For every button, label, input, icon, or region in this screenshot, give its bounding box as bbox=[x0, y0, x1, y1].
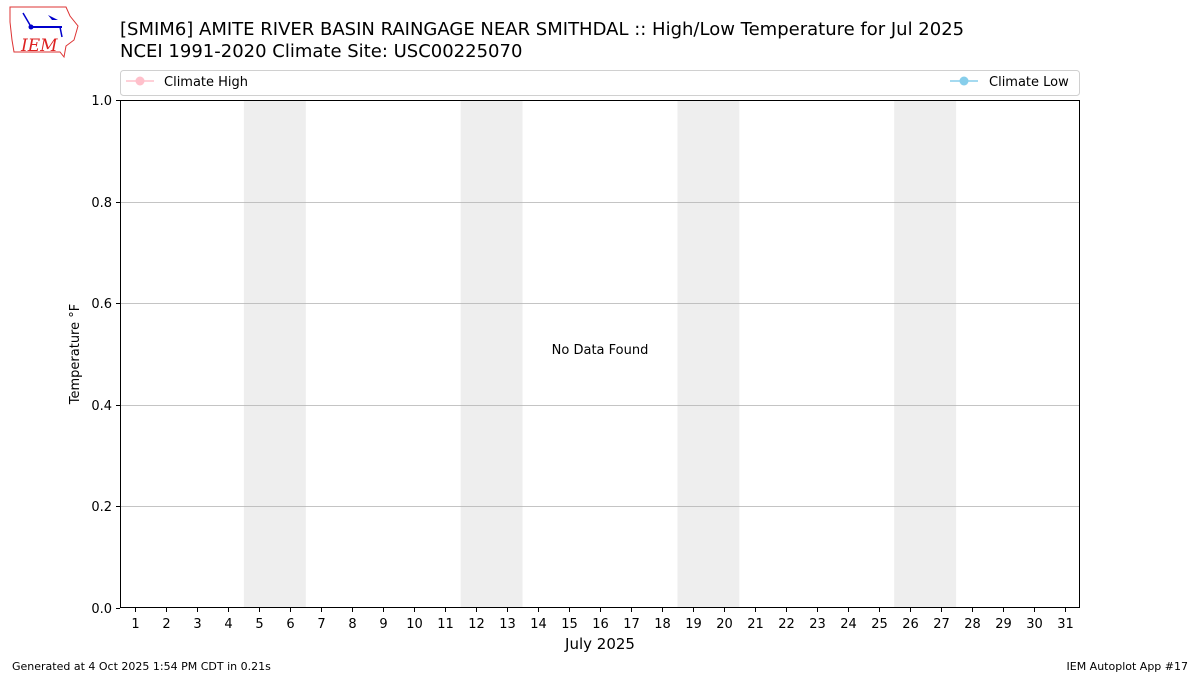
no-data-annotation: No Data Found bbox=[552, 343, 649, 358]
x-axis-label: July 2025 bbox=[564, 635, 635, 653]
x-tick-label: 21 bbox=[747, 617, 764, 632]
x-tick-label: 20 bbox=[716, 617, 733, 632]
x-tick-label: 7 bbox=[317, 617, 325, 632]
legend-item-climate-low: Climate Low bbox=[950, 75, 1069, 90]
chart-title-line1: [SMIM6] AMITE RIVER BASIN RAINGAGE NEAR … bbox=[120, 19, 964, 40]
x-tick-label: 27 bbox=[933, 617, 950, 632]
iem-logo: IEM bbox=[9, 6, 79, 59]
y-tick-label: 0.6 bbox=[91, 297, 112, 312]
x-axis: 1 2 3 4 5 6 7 8 9 10 11 12 13 14 15 16 17 18 19 20 21 22 23 24 2… bbox=[131, 608, 1074, 632]
x-tick-label: 2 bbox=[162, 617, 170, 632]
y-tick-label: 1.0 bbox=[91, 94, 112, 109]
plot-frame bbox=[120, 100, 1080, 608]
legend-label-high: Climate High bbox=[164, 75, 248, 90]
y-tick-label: 0.8 bbox=[91, 196, 112, 211]
x-tick-label: 31 bbox=[1057, 617, 1074, 632]
x-tick-label: 15 bbox=[561, 617, 578, 632]
y-axis: 0.0 0.2 0.4 0.6 0.8 1.0 bbox=[91, 94, 120, 617]
x-tick-label: 28 bbox=[964, 617, 981, 632]
legend: Climate High Climate Low bbox=[120, 70, 1080, 96]
x-tick-label: 14 bbox=[530, 617, 547, 632]
x-tick-label: 16 bbox=[592, 617, 609, 632]
x-tick-label: 12 bbox=[468, 617, 485, 632]
legend-item-climate-high: Climate High bbox=[126, 75, 248, 90]
y-tick-label: 0.4 bbox=[91, 399, 112, 414]
x-tick-label: 22 bbox=[778, 617, 795, 632]
gridlines bbox=[120, 202, 1080, 507]
chart-title-line2: NCEI 1991-2020 Climate Site: USC00225070 bbox=[120, 41, 522, 62]
weekend-band bbox=[677, 100, 740, 608]
x-tick-label: 25 bbox=[871, 617, 888, 632]
x-tick-label: 6 bbox=[286, 617, 294, 632]
legend-label-low: Climate Low bbox=[989, 75, 1069, 90]
y-axis-label: Temperature °F bbox=[68, 304, 83, 405]
x-tick-label: 4 bbox=[224, 617, 232, 632]
x-tick-label: 9 bbox=[379, 617, 387, 632]
footer-generated: Generated at 4 Oct 2025 1:54 PM CDT in 0… bbox=[12, 660, 271, 673]
weekend-band bbox=[460, 100, 523, 608]
weekend-band bbox=[243, 100, 306, 608]
x-tick-label: 13 bbox=[499, 617, 516, 632]
x-tick-label: 19 bbox=[685, 617, 702, 632]
weekend-shading bbox=[243, 100, 957, 608]
x-tick-label: 18 bbox=[654, 617, 671, 632]
x-tick-label: 29 bbox=[995, 617, 1012, 632]
logo-text: IEM bbox=[20, 36, 58, 56]
x-tick-label: 24 bbox=[840, 617, 857, 632]
x-tick-label: 17 bbox=[623, 617, 640, 632]
footer-app: IEM Autoplot App #17 bbox=[1067, 660, 1189, 673]
x-tick-label: 10 bbox=[406, 617, 423, 632]
x-tick-label: 3 bbox=[193, 617, 201, 632]
weekend-band bbox=[894, 100, 957, 608]
x-tick-label: 1 bbox=[131, 617, 139, 632]
y-tick-label: 0.0 bbox=[91, 602, 112, 617]
x-tick-label: 5 bbox=[255, 617, 263, 632]
x-tick-label: 30 bbox=[1026, 617, 1043, 632]
x-tick-label: 8 bbox=[348, 617, 356, 632]
x-tick-label: 26 bbox=[902, 617, 919, 632]
x-tick-label: 11 bbox=[437, 617, 454, 632]
x-tick-label: 23 bbox=[809, 617, 826, 632]
y-tick-label: 0.2 bbox=[91, 500, 112, 515]
